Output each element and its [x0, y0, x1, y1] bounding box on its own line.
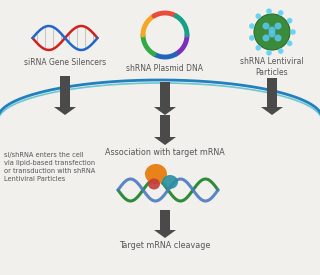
Polygon shape [54, 76, 76, 115]
Circle shape [266, 50, 272, 56]
Circle shape [290, 29, 296, 35]
Circle shape [262, 34, 269, 42]
Circle shape [278, 10, 284, 16]
Polygon shape [154, 82, 176, 115]
Circle shape [278, 48, 284, 54]
Text: siRNA Gene Silencers: siRNA Gene Silencers [24, 58, 106, 67]
Text: shRNA Lentiviral
Particles: shRNA Lentiviral Particles [240, 57, 304, 77]
Circle shape [287, 18, 292, 23]
Text: Target mRNA cleavage: Target mRNA cleavage [119, 241, 211, 250]
Text: shRNA Plasmid DNA: shRNA Plasmid DNA [126, 64, 204, 73]
Text: si/shRNA enters the cell
via lipid-based transfection
or transduction with shRNA: si/shRNA enters the cell via lipid-based… [4, 152, 95, 182]
Polygon shape [261, 78, 283, 115]
Circle shape [249, 23, 255, 29]
Circle shape [262, 23, 269, 29]
Circle shape [268, 31, 276, 37]
Circle shape [268, 26, 276, 34]
Polygon shape [154, 210, 176, 238]
Polygon shape [154, 115, 176, 145]
Circle shape [255, 13, 261, 19]
Circle shape [275, 23, 282, 29]
Circle shape [275, 34, 282, 42]
Ellipse shape [148, 178, 160, 189]
Circle shape [249, 35, 255, 41]
Circle shape [254, 14, 290, 50]
Text: Association with target mRNA: Association with target mRNA [105, 148, 225, 157]
Circle shape [287, 40, 292, 46]
Circle shape [266, 9, 272, 14]
Circle shape [255, 45, 261, 51]
Ellipse shape [162, 175, 178, 189]
Ellipse shape [145, 164, 167, 184]
